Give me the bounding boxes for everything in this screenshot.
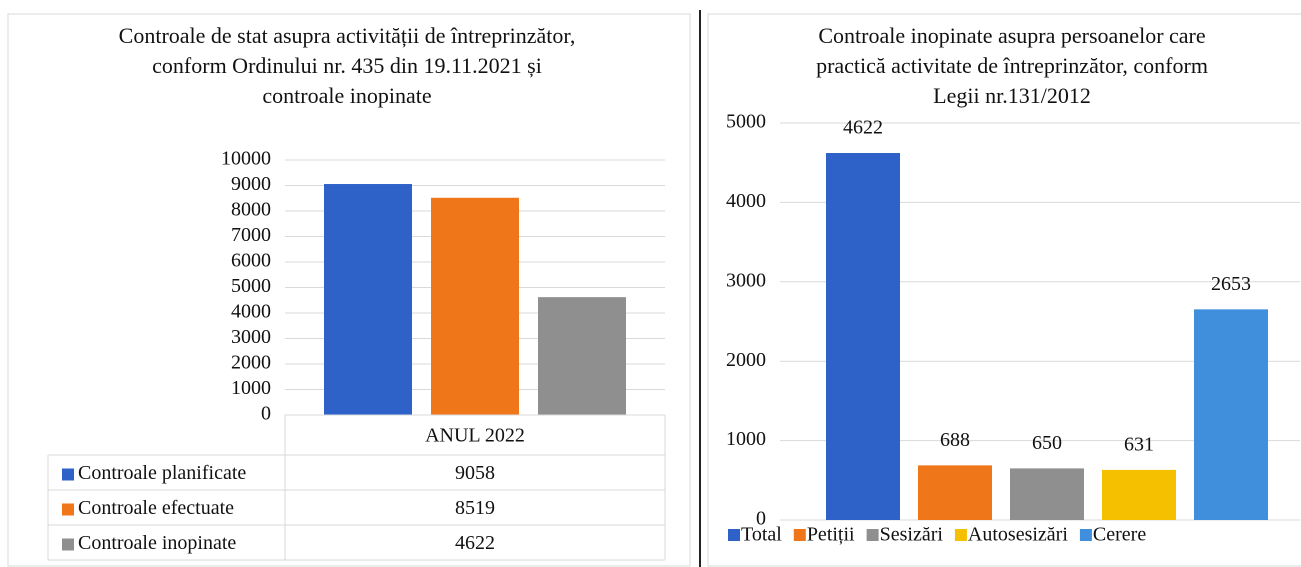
y-tick-label: 10000 <box>221 148 271 170</box>
bar <box>1010 468 1084 520</box>
data-label: 2653 <box>1211 273 1251 295</box>
legend-label: Controale inopinate <box>78 532 236 554</box>
table-value: 9058 <box>455 462 495 484</box>
data-label: 4622 <box>843 117 883 139</box>
bar <box>431 197 519 415</box>
right-panel <box>707 13 1301 567</box>
legend-swatch <box>728 529 740 541</box>
legend-swatch <box>866 529 879 541</box>
bar <box>1102 469 1176 520</box>
left-panel <box>7 13 691 567</box>
bar <box>1194 309 1268 520</box>
y-tick-label: 3000 <box>726 269 766 291</box>
chart-title: Controale de stat asupra activității de … <box>119 23 576 108</box>
legend-label: Total <box>741 524 782 546</box>
y-tick-label: 8000 <box>231 199 271 221</box>
bar <box>918 465 992 520</box>
y-tick-label: 6000 <box>231 250 271 272</box>
y-tick-label: 0 <box>756 508 766 530</box>
legend-label: Controale efectuate <box>78 497 234 519</box>
y-tick-label: 2000 <box>231 352 271 374</box>
data-label: 650 <box>1032 432 1062 454</box>
y-tick-label: 7000 <box>231 224 271 246</box>
chart-title: Controale inopinate asupra persoanelor c… <box>816 23 1208 108</box>
y-tick-label: 1000 <box>231 377 271 399</box>
y-tick-label: 1000 <box>726 428 766 450</box>
y-tick-label: 4000 <box>726 190 766 212</box>
bar <box>538 297 626 415</box>
y-tick-label: 0 <box>261 403 271 425</box>
y-tick-label: 5000 <box>726 111 766 133</box>
data-label: 688 <box>940 429 970 451</box>
legend-swatch <box>793 529 806 541</box>
x-tick-label: ANUL 2022 <box>425 425 525 447</box>
y-tick-label: 3000 <box>231 326 271 348</box>
legend-label: Petiții <box>807 524 855 546</box>
legend-swatch <box>954 529 967 541</box>
legend-swatch <box>62 468 74 481</box>
y-tick-label: 5000 <box>231 275 271 297</box>
legend-label: Cerere <box>1093 524 1146 546</box>
legend-label: Controale planificate <box>78 462 246 484</box>
table-value: 8519 <box>455 497 495 519</box>
y-tick-label: 9000 <box>231 173 271 195</box>
y-tick-label: 4000 <box>231 301 271 323</box>
legend-swatch <box>62 503 74 516</box>
data-label: 631 <box>1124 433 1154 455</box>
table-value: 4622 <box>455 532 495 554</box>
legend-swatch <box>1079 529 1092 541</box>
bar <box>826 153 900 521</box>
bar <box>324 184 412 415</box>
legend-swatch <box>62 538 74 551</box>
y-tick-label: 2000 <box>726 349 766 371</box>
legend-label: Sesizări <box>880 524 944 546</box>
legend-label: Autosesizări <box>968 524 1068 546</box>
